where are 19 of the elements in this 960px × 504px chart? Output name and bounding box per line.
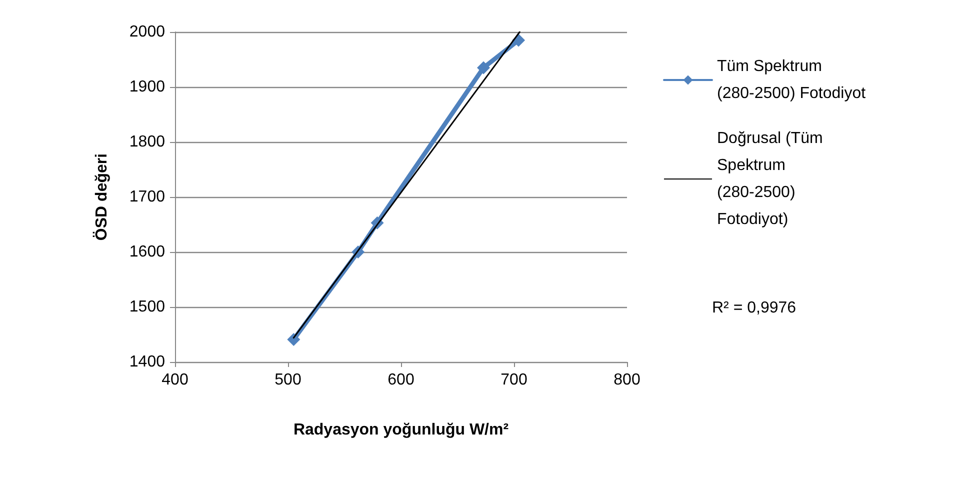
y-tick-label: 2000 [129,24,166,40]
point [287,332,300,346]
legend-label: Tüm Spektrum (280-2500) Fotodiyot [717,58,866,102]
y-tick-label: 1600 [129,244,166,260]
x-axis-title: Radyasyon yoğunluğu W/m² [293,422,509,438]
legend-label: Doğrusal (Tüm Spektrum (280-2500) Fotodiyot) [717,130,828,228]
y-axis-title: ÖSD değeri [92,153,110,241]
point [476,61,490,74]
text: R² = 0,9976 [712,300,796,316]
x-tick-label: 600 [388,372,414,388]
y-tick-label: 1800 [129,134,166,150]
y-tick-label: 1400 [129,354,166,370]
y-tick-label: 1700 [129,188,166,206]
x-tick-label: 700 [500,372,528,388]
x-tick-label: 400 [162,372,188,388]
x-tick-label: 800 [614,372,640,388]
x-tick-label: 500 [274,372,302,388]
y-tick-label: 1500 [129,298,166,316]
y-tick-label: 1900 [129,78,166,96]
